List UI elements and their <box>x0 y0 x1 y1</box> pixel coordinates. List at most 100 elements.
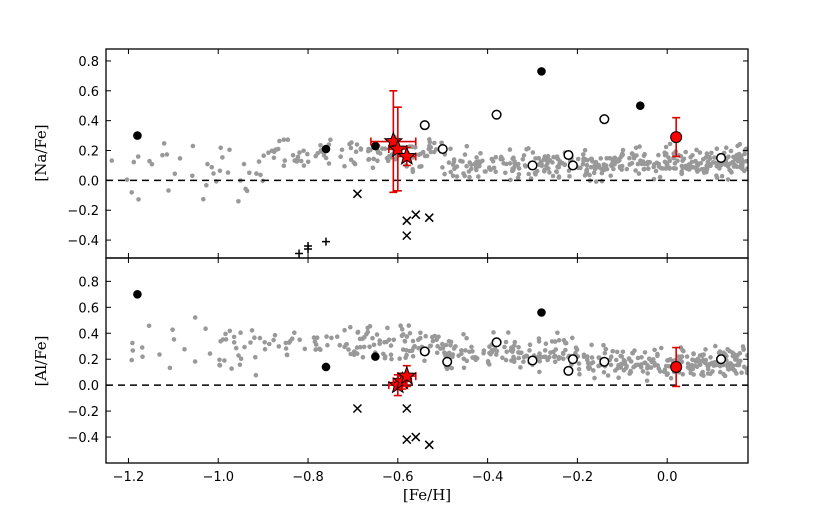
field-star-point <box>601 342 606 348</box>
field-star-point <box>635 355 641 361</box>
field-star-point <box>581 152 586 157</box>
filled-circle-point <box>537 308 546 317</box>
field-star-point <box>603 163 609 168</box>
field-star-point <box>223 337 229 342</box>
field-star-point <box>410 166 416 172</box>
field-star-point <box>509 345 514 350</box>
field-star-point <box>527 342 533 348</box>
field-star-point <box>588 164 594 170</box>
field-star-point <box>604 166 610 172</box>
field-star-point <box>617 158 622 163</box>
field-star-point <box>518 365 523 370</box>
field-star-point <box>398 323 403 329</box>
field-star-point <box>407 331 413 336</box>
field-star-point <box>397 356 403 362</box>
field-star-point <box>451 346 457 351</box>
field-star-point <box>686 167 692 172</box>
y-axis-label-al-fe: [Al/Fe] <box>32 336 50 387</box>
field-star-point <box>553 347 559 352</box>
field-star-point <box>346 347 351 352</box>
open-circle-point <box>442 356 453 367</box>
field-star-point <box>360 355 366 360</box>
field-star-point <box>375 158 380 163</box>
field-star-point <box>238 356 244 362</box>
field-star-point <box>236 199 241 204</box>
field-star-point <box>690 357 695 363</box>
field-star-point <box>182 347 187 352</box>
field-star-point <box>550 173 556 179</box>
cross-point <box>424 213 434 223</box>
field-star-point <box>695 163 700 169</box>
field-star-point <box>575 156 581 162</box>
filled-circle-point <box>537 67 546 76</box>
field-star-point <box>507 161 513 166</box>
open-circle-point <box>563 365 574 376</box>
field-star-point <box>427 137 432 142</box>
field-star-point <box>207 351 213 356</box>
field-star-point <box>428 149 434 155</box>
field-star-point <box>448 146 453 152</box>
y-tick-label: 0.8 <box>78 55 99 70</box>
field-star-point <box>247 170 252 176</box>
field-star-point <box>160 152 165 158</box>
y-tick-label: 0.0 <box>78 174 99 189</box>
field-star-point <box>130 348 136 353</box>
field-star-point <box>576 367 582 372</box>
field-star-point <box>664 151 669 157</box>
field-star-point <box>324 334 329 339</box>
open-circle-point <box>716 152 727 164</box>
field-star-point <box>560 351 566 357</box>
field-star-point <box>450 162 456 167</box>
x-tick-label: −0.6 <box>382 470 414 485</box>
field-star-point <box>348 324 353 330</box>
red-star-point <box>396 365 417 385</box>
field-star-point <box>419 164 424 169</box>
field-star-point <box>328 137 333 143</box>
field-star-point <box>490 159 496 164</box>
y-tick-label: 0.4 <box>78 115 99 130</box>
field-star-point <box>500 156 505 162</box>
field-star-point <box>652 347 657 353</box>
field-star-point <box>365 325 371 331</box>
field-star-point <box>238 330 243 336</box>
field-star-point <box>492 346 498 352</box>
axes-frame <box>105 257 749 464</box>
field-star-point <box>519 350 524 356</box>
field-star-point <box>620 349 626 355</box>
field-star-point <box>337 342 343 348</box>
field-star-point <box>688 370 693 376</box>
field-star-point <box>427 344 433 349</box>
field-star-point <box>651 357 656 362</box>
field-star-point <box>370 335 375 341</box>
field-star-point <box>585 357 590 363</box>
field-star-point <box>740 166 745 171</box>
field-star-point <box>679 354 685 359</box>
field-star-point <box>724 145 729 150</box>
field-star-point <box>403 355 408 361</box>
red-star-point <box>383 131 404 150</box>
field-star-point <box>491 330 496 335</box>
field-star-point <box>661 369 667 375</box>
field-star-point <box>361 344 367 350</box>
field-star-point <box>166 188 171 193</box>
cross-point <box>424 440 434 450</box>
field-star-point <box>543 354 548 360</box>
field-star-point <box>548 350 553 355</box>
field-star-point <box>552 359 558 365</box>
field-star-point <box>521 153 527 158</box>
field-star-point <box>385 325 390 331</box>
field-star-point <box>237 362 243 368</box>
field-star-point <box>493 169 499 175</box>
field-star-point <box>404 348 409 353</box>
plot-area <box>106 67 748 258</box>
field-star-point <box>516 161 521 167</box>
field-star-point <box>671 151 676 156</box>
plus-point <box>321 237 330 246</box>
field-star-point <box>739 370 744 376</box>
field-star-point <box>684 354 690 359</box>
field-star-point <box>371 156 377 162</box>
field-star-point <box>242 344 247 350</box>
field-star-point <box>231 340 237 345</box>
open-circle-point <box>527 355 538 366</box>
cross-point <box>352 189 362 199</box>
